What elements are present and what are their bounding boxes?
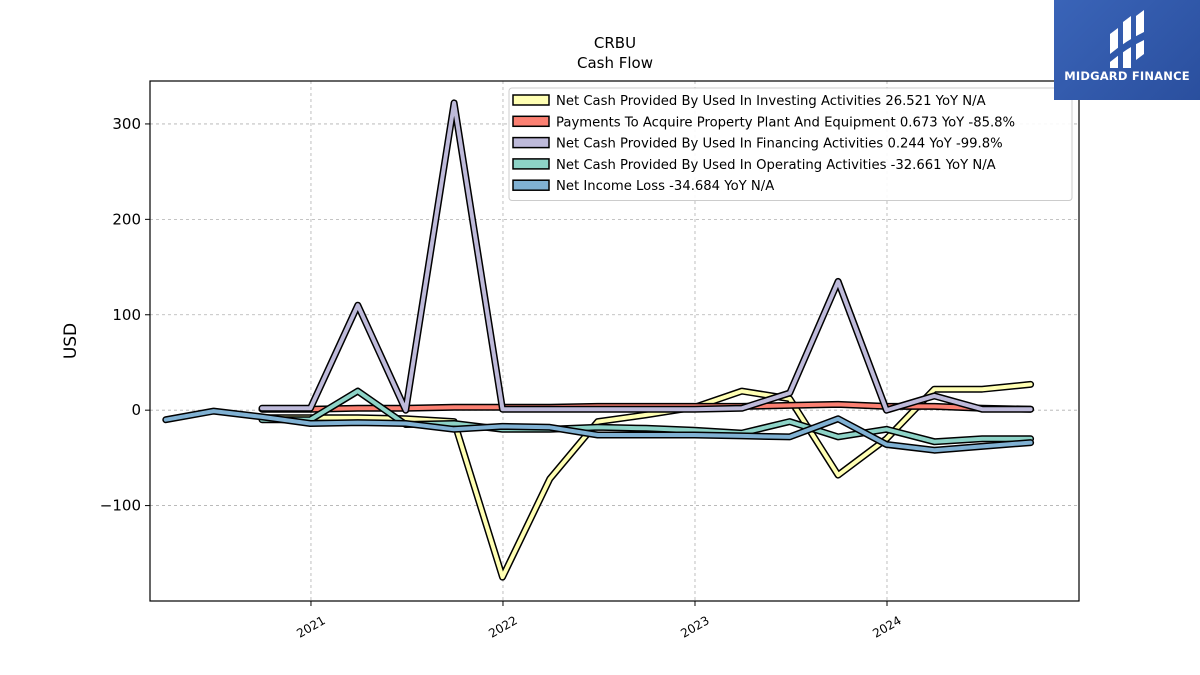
legend-swatch bbox=[512, 115, 550, 128]
series-line-stroke bbox=[260, 389, 1033, 444]
legend-swatch bbox=[512, 158, 550, 170]
chart-title: CRBU bbox=[594, 34, 636, 52]
legend-label: Net Cash Provided By Used In Financing A… bbox=[556, 137, 1003, 152]
x-tick-label: 2022 bbox=[486, 613, 519, 640]
legend-label: Net Cash Provided By Used In Operating A… bbox=[556, 158, 996, 173]
midgard-logo-icon bbox=[1110, 10, 1144, 68]
series-line bbox=[162, 407, 1035, 454]
legend-box bbox=[508, 87, 1073, 201]
y-tick-label: 200 bbox=[112, 210, 141, 228]
y-tick-label: −100 bbox=[100, 497, 141, 515]
x-tick-label: 2024 bbox=[870, 613, 903, 640]
plot-frame bbox=[149, 80, 1080, 602]
series-line bbox=[258, 387, 1035, 446]
series-layer bbox=[162, 99, 1035, 581]
chart-subtitle: Cash Flow bbox=[577, 54, 653, 72]
y-tick-label: 100 bbox=[112, 306, 141, 324]
legend-label: Net Cash Provided By Used In Investing A… bbox=[556, 94, 986, 109]
legend-swatch bbox=[512, 136, 550, 149]
series-line bbox=[258, 380, 1035, 581]
x-tick-label: 2023 bbox=[678, 613, 711, 640]
x-tick-label: 2021 bbox=[294, 613, 327, 640]
series-line bbox=[258, 99, 1035, 414]
y-axis-label: USD bbox=[61, 323, 81, 359]
legend-label: Payments To Acquire Property Plant And E… bbox=[556, 115, 1015, 130]
y-tick-label: 300 bbox=[112, 115, 141, 133]
legend: Net Cash Provided By Used In Investing A… bbox=[508, 87, 1073, 201]
midgard-finance-logo: MIDGARD FINANCE bbox=[1054, 0, 1200, 100]
legend-swatch bbox=[512, 94, 550, 106]
series-line-stroke bbox=[260, 100, 1033, 413]
legend-label: Net Income Loss -34.684 YoY N/A bbox=[556, 179, 774, 194]
y-tick-label: 0 bbox=[131, 401, 141, 419]
series-line-stroke bbox=[260, 382, 1033, 580]
brand-name: MIDGARD FINANCE bbox=[1064, 69, 1190, 83]
series-line-stroke bbox=[163, 409, 1033, 453]
legend-swatch bbox=[512, 179, 550, 191]
